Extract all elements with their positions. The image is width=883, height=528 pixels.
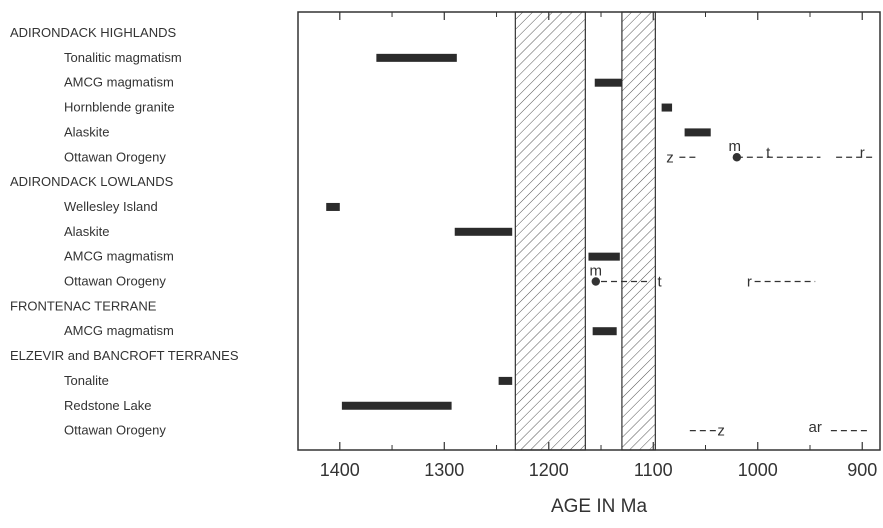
row-label: Redstone Lake [64, 398, 151, 413]
age-range-bar [326, 202, 340, 211]
hatched-interval-1 [621, 11, 656, 451]
age-range-bar [592, 327, 617, 336]
row-label: Ottawan Orogeny [64, 149, 166, 164]
x-axis-ticks: 1400 1300 1200 1100 1000 900 [320, 12, 877, 480]
plot-frame [297, 11, 881, 451]
event-point [591, 277, 600, 286]
age-range-bar [454, 227, 513, 236]
age-range-bar [594, 78, 622, 87]
row-label: Ottawan Orogeny [64, 274, 166, 289]
row-label: AMCG magmatism [64, 75, 174, 90]
x-tick-label: 900 [847, 460, 877, 480]
group-header-label: ELZEVIR and BANCROFT TERRANES [10, 348, 239, 363]
event-annotation: t [766, 144, 771, 161]
x-tick-label: 1000 [738, 460, 778, 480]
event-annotation: r [747, 274, 752, 291]
event-annotation: ar [809, 419, 822, 436]
event-annotation: m [729, 138, 742, 155]
row-label: Wellesley Island [64, 199, 158, 214]
x-tick-label: 1300 [424, 460, 464, 480]
data-marks: z m t r m t r z ar [326, 53, 875, 440]
hatched-interval-0 [514, 11, 586, 451]
x-tick-label: 1100 [634, 460, 673, 480]
row-label: Tonalitic magmatism [64, 50, 182, 65]
age-range-bar [376, 53, 457, 62]
row-label: Hornblende granite [64, 100, 175, 115]
event-annotation: z [666, 149, 674, 166]
age-range-bar [588, 252, 620, 261]
group-header-label: ADIRONDACK LOWLANDS [10, 174, 174, 189]
age-range-bar [341, 401, 452, 410]
row-label: Tonalite [64, 373, 109, 388]
age-range-bar [661, 103, 673, 112]
row-label: Alaskite [64, 224, 110, 239]
group-header-label: FRONTENAC TERRANE [10, 298, 157, 313]
x-axis-title: AGE IN Ma [551, 496, 648, 517]
group-header-label: ADIRONDACK HIGHLANDS [10, 25, 176, 40]
row-label: AMCG magmatism [64, 249, 174, 264]
x-tick-label: 1400 [320, 460, 360, 480]
event-annotation: t [657, 274, 662, 291]
event-annotation: r [860, 144, 865, 161]
event-annotation: z [717, 423, 725, 440]
event-point [732, 153, 742, 162]
age-range-bar [684, 128, 711, 137]
hatched-intervals [514, 11, 656, 451]
age-range-bar [498, 376, 513, 385]
row-labels: ADIRONDACK HIGHLANDS Tonalitic magmatism A… [10, 25, 239, 438]
row-label: Alaskite [64, 124, 110, 139]
event-annotation: m [590, 262, 603, 279]
row-label: AMCG magmatism [64, 323, 174, 338]
row-label: Ottawan Orogeny [64, 423, 166, 438]
x-tick-label: 1200 [529, 460, 569, 480]
